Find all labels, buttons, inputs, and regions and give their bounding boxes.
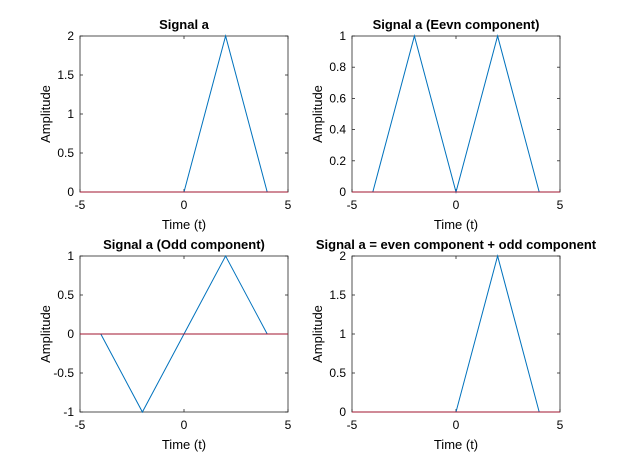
x-tick-label: 0 — [453, 418, 460, 432]
x-tick-label: 5 — [285, 418, 292, 432]
subplot-3: -5 0 5 -1 -0.5 0 0.5 1 Signal a (Odd component) T… — [38, 237, 292, 452]
x-tick-label: -5 — [347, 198, 358, 212]
x-tick-label: 5 — [557, 418, 564, 432]
y-tick-label: 0.8 — [329, 60, 346, 74]
y-tick-label: 0 — [67, 185, 74, 199]
y-axis-label: Amplitude — [38, 305, 53, 363]
y-tick-label: 1 — [339, 327, 346, 341]
y-axis-label: Amplitude — [38, 85, 53, 143]
chart-title: Signal a (Odd component) — [103, 237, 265, 252]
y-tick-label: 2 — [67, 29, 74, 43]
y-axis-label: Amplitude — [310, 85, 325, 143]
x-axis-label: Time (t) — [162, 437, 206, 452]
axes-box — [80, 36, 288, 192]
chart-title: Signal a = even component + odd componen… — [316, 237, 597, 252]
x-tick-label: -5 — [75, 198, 86, 212]
y-tick-label: -1 — [63, 405, 74, 419]
axes-box — [352, 36, 560, 192]
x-axis-label: Time (t) — [434, 437, 478, 452]
y-tick-label: 1 — [67, 107, 74, 121]
x-tick-label: 0 — [453, 198, 460, 212]
x-axis-label: Time (t) — [162, 217, 206, 232]
y-tick-label: 1.5 — [329, 288, 346, 302]
y-tick-label: 0 — [339, 185, 346, 199]
y-tick-label: 1 — [67, 249, 74, 263]
y-axis-label: Amplitude — [310, 305, 325, 363]
chart-title: Signal a — [159, 17, 210, 32]
axes-box — [352, 256, 560, 412]
y-tick-label: 0.5 — [57, 288, 74, 302]
y-tick-label: 1.5 — [57, 68, 74, 82]
y-tick-label: 0.6 — [329, 91, 346, 105]
y-tick-label: 0.5 — [329, 366, 346, 380]
x-tick-label: 0 — [181, 198, 188, 212]
chart-title: Signal a (Eevn component) — [373, 17, 540, 32]
y-tick-label: 0 — [339, 405, 346, 419]
y-tick-label: -0.5 — [53, 366, 74, 380]
y-tick-label: 1 — [339, 29, 346, 43]
x-tick-label: 5 — [285, 198, 292, 212]
y-tick-label: 0 — [67, 327, 74, 341]
y-tick-label: 0.4 — [329, 123, 346, 137]
x-tick-label: 5 — [557, 198, 564, 212]
y-tick-label: 0.2 — [329, 154, 346, 168]
x-tick-label: -5 — [75, 418, 86, 432]
x-axis-label: Time (t) — [434, 217, 478, 232]
x-tick-label: 0 — [181, 418, 188, 432]
x-tick-label: -5 — [347, 418, 358, 432]
y-tick-label: 0.5 — [57, 146, 74, 160]
